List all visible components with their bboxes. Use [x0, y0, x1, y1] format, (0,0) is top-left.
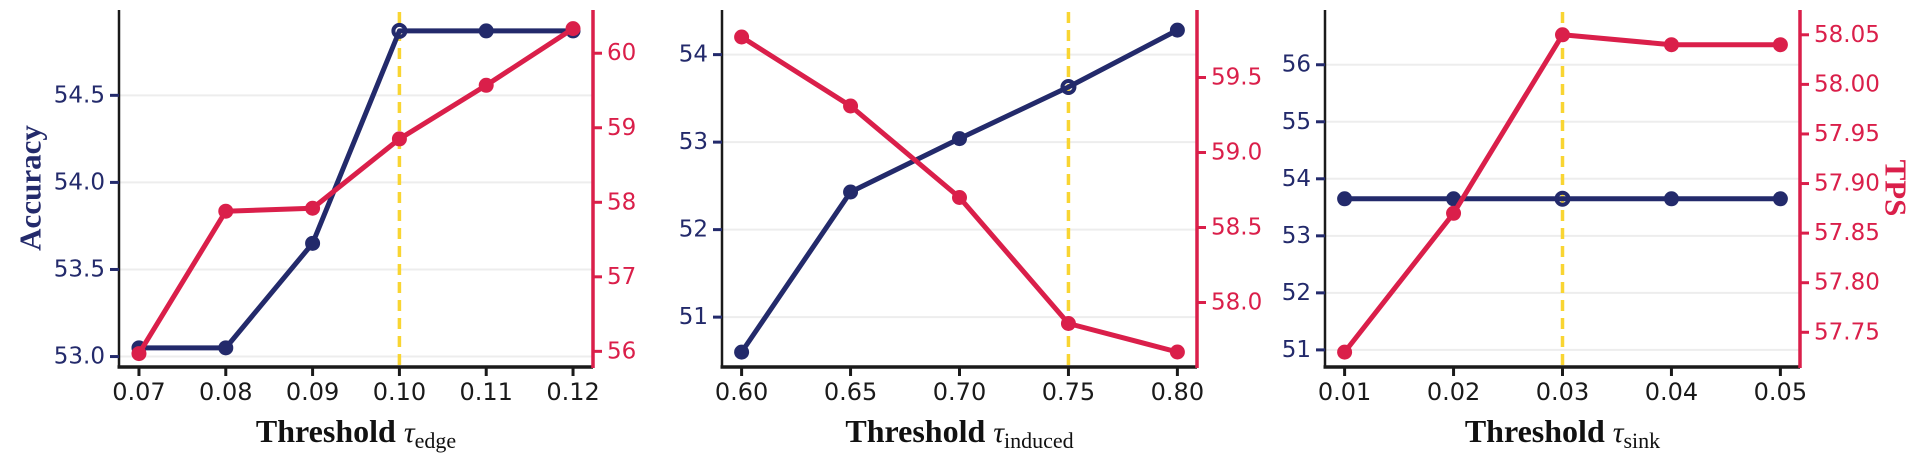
accuracy-point	[218, 340, 234, 356]
right-tick-label: 57.90	[1814, 171, 1880, 197]
tps-point	[478, 77, 494, 93]
left-tick-label: 53	[1282, 223, 1311, 249]
tps-point	[1772, 37, 1788, 53]
accuracy-point	[1554, 190, 1571, 207]
tps-point	[305, 200, 321, 216]
right-tick-label: 57	[607, 264, 636, 290]
left-tick-label: 54	[679, 42, 708, 68]
x-tick-label: 0.02	[1427, 378, 1480, 406]
right-tick-label: 59	[607, 115, 636, 141]
accuracy-point	[1169, 22, 1185, 38]
x-tick-label: 0.08	[199, 378, 252, 406]
tps-point	[1663, 37, 1679, 53]
tps-point	[218, 203, 234, 219]
x-axis-label: Threshold τsink	[1465, 413, 1660, 453]
accuracy-point	[1772, 191, 1788, 207]
right-tick-label: 59.0	[1211, 140, 1262, 166]
right-tick-label: 57.85	[1814, 220, 1880, 246]
tps-point	[1060, 316, 1076, 331]
x-tick-label: 0.01	[1318, 378, 1371, 406]
right-tick-label: 57.80	[1814, 270, 1880, 296]
right-tick-label: 60	[607, 40, 636, 66]
panel-induced: 51 52 53 54 58.0 58.5 59.0 59.5 0.60 0.65 0.70 0.75…	[679, 10, 1262, 453]
right-axis-title: TPS	[1879, 160, 1914, 217]
left-tick-label: 55	[1282, 109, 1311, 135]
x-tick-label: 0.75	[1042, 378, 1095, 406]
right-tick-label: 58.5	[1211, 215, 1262, 241]
tps-point	[1337, 344, 1353, 360]
panel-sink: 51 52 53 54 55 56 57.75 57.80 57.85 57.90 57.95 58.…	[1282, 10, 1914, 453]
accuracy-point	[1663, 191, 1679, 207]
accuracy-point	[843, 184, 859, 200]
x-tick-label: 0.80	[1151, 378, 1204, 406]
left-tick-label: 51	[1282, 337, 1311, 363]
x-tick-label: 0.11	[460, 378, 513, 406]
accuracy-point	[391, 22, 408, 39]
right-tick-label: 57.75	[1814, 319, 1880, 345]
x-tick-label: 0.65	[824, 378, 877, 406]
x-tick-label: 0.10	[373, 378, 426, 406]
tps-point	[734, 29, 750, 45]
accuracy-point	[1337, 191, 1353, 207]
accuracy-point	[1060, 79, 1077, 95]
tps-point	[1446, 205, 1462, 221]
tps-point	[1555, 27, 1570, 43]
tps-line	[136, 26, 576, 357]
right-tick-label: 56	[607, 338, 636, 364]
tps-point	[1169, 344, 1185, 360]
left-tick-label: 52	[1282, 280, 1311, 306]
left-tick-label: 53	[679, 129, 708, 155]
panel-edge: 53.0 53.5 54.0 54.5 56 57 58 59 60 0.07 0.08 0.09 0.…	[13, 10, 636, 453]
left-axis-title: Accuracy	[13, 125, 48, 251]
x-tick-label: 0.09	[286, 378, 339, 406]
left-tick-label: 52	[679, 217, 708, 243]
tps-point	[391, 131, 407, 147]
x-axis-label: Threshold τedge	[256, 413, 456, 453]
accuracy-point	[952, 131, 967, 147]
accuracy-point	[305, 235, 321, 251]
right-tick-label: 58.05	[1814, 22, 1880, 48]
left-tick-label: 53.5	[54, 256, 105, 282]
left-tick-label: 54	[1282, 166, 1311, 192]
right-tick-label: 57.95	[1814, 121, 1880, 147]
x-tick-label: 0.70	[933, 378, 986, 406]
x-tick-label: 0.05	[1754, 378, 1807, 406]
tps-point	[952, 190, 967, 205]
accuracy-point	[734, 344, 750, 360]
x-tick-label: 0.03	[1536, 378, 1589, 406]
tps-point	[565, 21, 581, 37]
right-tick-label: 58.00	[1814, 71, 1880, 97]
x-axis-label: Threshold τinduced	[845, 413, 1073, 453]
left-tick-label: 54.0	[54, 169, 105, 195]
x-tick-label: 0.12	[546, 378, 599, 406]
tps-point	[843, 98, 859, 114]
x-tick-label: 0.04	[1645, 378, 1698, 406]
left-tick-label: 53.0	[54, 344, 105, 370]
accuracy-point	[478, 23, 494, 39]
x-tick-label: 0.07	[112, 378, 165, 406]
right-tick-label: 59.5	[1211, 65, 1262, 91]
left-tick-label: 56	[1282, 52, 1311, 78]
right-tick-label: 58	[607, 189, 636, 215]
left-tick-label: 54.5	[54, 82, 105, 108]
x-tick-label: 0.60	[715, 378, 768, 406]
tps-point	[131, 346, 147, 362]
left-tick-label: 51	[679, 304, 708, 330]
right-tick-label: 58.0	[1211, 290, 1262, 316]
accuracy-line	[136, 28, 576, 351]
